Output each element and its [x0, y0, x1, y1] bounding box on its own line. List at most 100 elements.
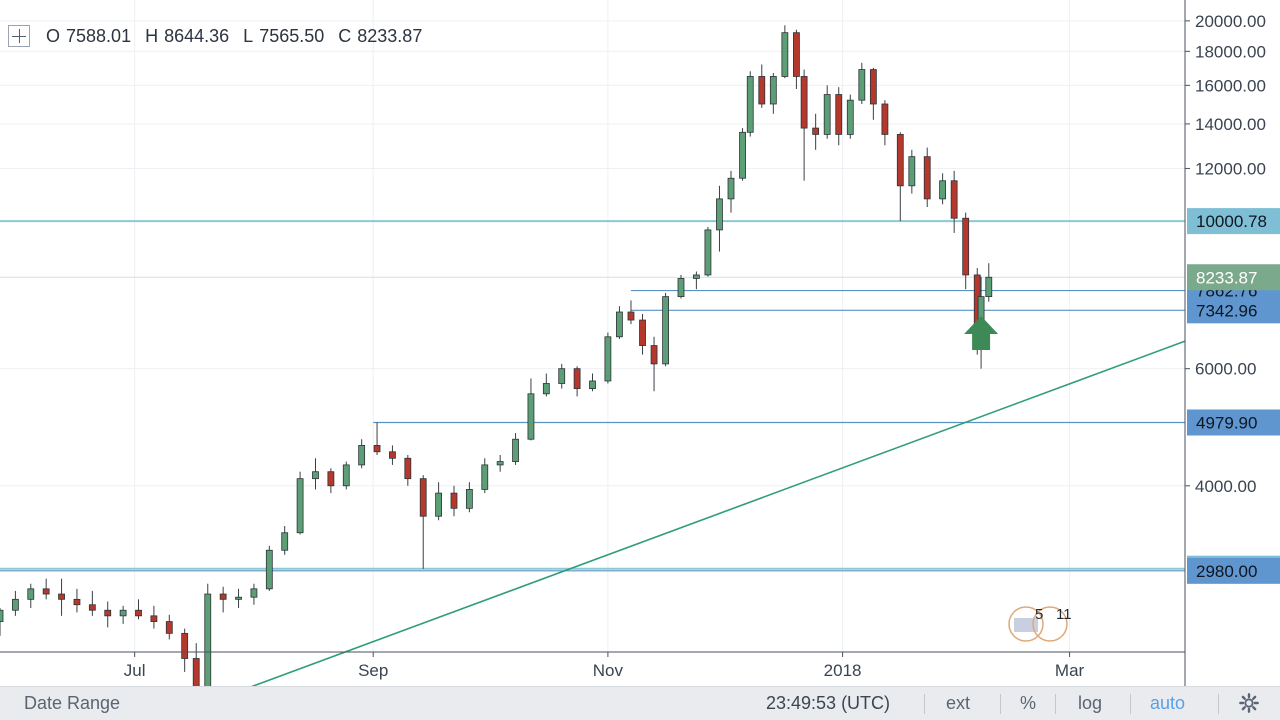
candle-body [858, 69, 866, 101]
percent-toggle[interactable]: % [1020, 693, 1037, 713]
toolbar-divider [1055, 694, 1056, 714]
utc-clock: 23:49:53 (UTC) [766, 693, 891, 713]
date-range-button[interactable]: Date Range [24, 693, 121, 713]
last-price-label-bg [1187, 264, 1280, 291]
candle-body [265, 549, 273, 590]
auto-toggle[interactable]: auto [1150, 693, 1186, 713]
level-price-label: 2980.00 [1196, 562, 1257, 581]
candle-body [150, 615, 158, 622]
candle-body [165, 621, 173, 634]
x-tick-label: Mar [1055, 661, 1085, 680]
candle-body [219, 593, 227, 600]
level-price-label: 7342.96 [1196, 301, 1257, 320]
candle-body [962, 217, 970, 276]
bottom-toolbar: Date Range 23:49:53 (UTC) ext % log auto [0, 686, 1280, 720]
candle-body [896, 134, 904, 187]
candle-body [677, 278, 685, 298]
candle-body [312, 471, 319, 480]
candle-body [812, 127, 820, 135]
level-price-label: 4979.90 [1196, 414, 1257, 433]
low-label: L [243, 25, 254, 46]
candle-body [527, 393, 535, 440]
candle-body [950, 180, 958, 219]
toolbar-divider [1130, 694, 1131, 714]
candle-body [739, 131, 746, 179]
toolbar-divider [924, 694, 925, 714]
y-tick-label: 20000.00 [1195, 12, 1266, 31]
candle-body [793, 32, 800, 77]
y-tick-label: 12000.00 [1195, 159, 1266, 178]
x-tick-label: Jul [124, 661, 146, 680]
event-marker-icon [1032, 606, 1068, 642]
candle-body [800, 76, 808, 129]
candle-body [342, 464, 350, 487]
candle-body [589, 380, 596, 390]
candle-body [758, 76, 766, 105]
candle-body [135, 609, 142, 617]
ext-toggle[interactable]: ext [946, 693, 971, 713]
candle-body [616, 311, 623, 338]
low-value: 7565.50 [259, 25, 325, 46]
badge-count-a: 5 [1035, 606, 1043, 623]
candle-body [42, 588, 50, 595]
candle-body [404, 457, 412, 480]
candle-body [746, 76, 754, 133]
candle-body [985, 276, 993, 298]
candle-body [250, 588, 258, 598]
high-label: H [145, 25, 159, 46]
high-value: 8644.36 [164, 25, 230, 46]
candle-body [558, 368, 566, 384]
close-value: 8233.87 [357, 25, 423, 46]
candle-body [727, 177, 735, 200]
candle-body [104, 609, 112, 617]
y-tick-label: 4000.00 [1195, 477, 1256, 496]
level-price-label-bg [1187, 557, 1280, 584]
y-tick-label: 14000.00 [1195, 115, 1266, 134]
candle-body [73, 598, 81, 606]
candle-body [908, 156, 916, 187]
y-tick-label: 18000.00 [1195, 42, 1266, 61]
candle-body [450, 492, 458, 509]
candle-body [358, 445, 366, 466]
crosshair-icon[interactable] [8, 25, 30, 47]
candle-body [327, 471, 335, 487]
candle-body [781, 32, 789, 77]
gear-icon[interactable] [1238, 692, 1260, 714]
candle-body [58, 593, 65, 600]
candle-body [481, 464, 489, 490]
candle-body [373, 445, 381, 453]
candle-body [662, 296, 670, 365]
close-label: C [338, 25, 352, 46]
log-toggle[interactable]: log [1078, 693, 1103, 713]
candle-body [419, 478, 427, 517]
candle-body [512, 438, 519, 462]
last-price-label: 8233.87 [1196, 268, 1257, 287]
candle-body [235, 596, 242, 600]
level-price-label-bg [1187, 297, 1280, 324]
candle-body [923, 156, 931, 200]
candle-body [704, 229, 712, 276]
open-label: O [46, 25, 61, 46]
candle-body [716, 198, 723, 231]
y-tick-label: 16000.00 [1195, 76, 1266, 95]
ohlc-high: H 8644.36 [145, 26, 229, 47]
ohlc-low: L 7565.50 [243, 26, 324, 47]
candle-body [435, 492, 443, 517]
candle-body [650, 345, 658, 365]
candle-body [204, 593, 212, 686]
candle-body [939, 180, 947, 200]
candle-body [881, 103, 889, 135]
level-price-label: 10000.78 [1196, 212, 1267, 231]
candle-body [496, 461, 504, 466]
toolbar-divider [1218, 694, 1219, 714]
candle-body [627, 311, 635, 321]
candle-body [639, 319, 646, 346]
candle-body [692, 274, 700, 279]
candle-body [88, 604, 96, 611]
price-chart[interactable]: 5 11 20000.00 18000.00 16000.00 14000.00 12000… [0, 0, 1280, 686]
x-tick-label: Sep [358, 661, 388, 680]
up-arrow-annotation [964, 316, 999, 351]
x-tick-label: 2018 [824, 661, 862, 680]
candle-body [835, 94, 843, 135]
candle-body [769, 76, 777, 105]
